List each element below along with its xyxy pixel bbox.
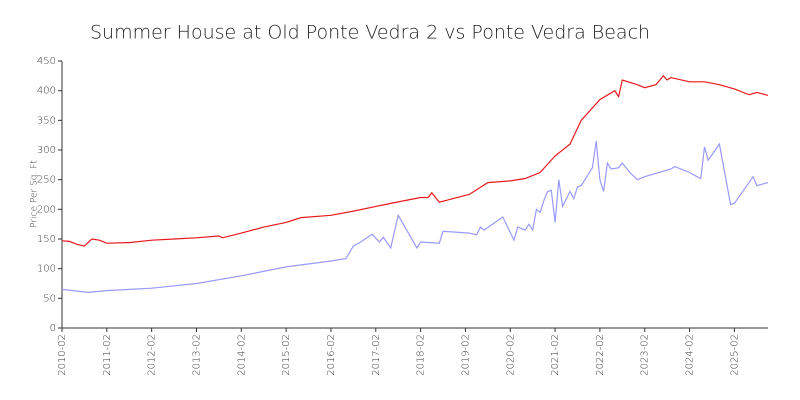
y-tick-label: 50 — [43, 293, 56, 304]
y-tick-label: 350 — [37, 115, 56, 126]
x-tick-label: 2013-02 — [191, 334, 202, 376]
x-tick-label: 2012-02 — [147, 334, 158, 376]
y-tick-label: 200 — [37, 204, 56, 215]
x-tick-label: 2011-02 — [102, 334, 113, 376]
x-tick-label: 2024-02 — [685, 334, 696, 376]
x-tick-label: 2022-02 — [595, 334, 606, 376]
x-tick-label: 2021-02 — [550, 334, 561, 376]
series-line — [61, 141, 769, 294]
x-tick-label: 2017-02 — [371, 334, 382, 376]
x-tick-label: 2019-02 — [460, 334, 471, 376]
y-axis-label: Price Per Sq. Ft — [30, 160, 40, 228]
y-tick-label: 300 — [37, 145, 56, 156]
x-tick-label: 2018-02 — [416, 334, 427, 376]
y-tick-label: 0 — [50, 323, 56, 334]
y-tick-label: 100 — [37, 264, 56, 275]
series-line — [61, 74, 769, 247]
x-tick-label: 2020-02 — [505, 334, 516, 376]
y-tick-label: 450 — [37, 56, 56, 67]
x-tick-label: 2025-02 — [729, 334, 740, 376]
y-tick-label: 150 — [37, 234, 56, 245]
x-tick-label: 2023-02 — [640, 334, 651, 376]
chart-title: Summer House at Old Ponte Vedra 2 vs Pon… — [90, 22, 650, 44]
x-tick-label: 2016-02 — [326, 334, 337, 376]
x-tick-label: 2010-02 — [57, 334, 68, 376]
x-tick-label: 2014-02 — [236, 334, 247, 376]
x-tick-label: 2015-02 — [281, 334, 292, 376]
y-tick-label: 250 — [37, 175, 56, 186]
y-tick-label: 400 — [37, 86, 56, 97]
